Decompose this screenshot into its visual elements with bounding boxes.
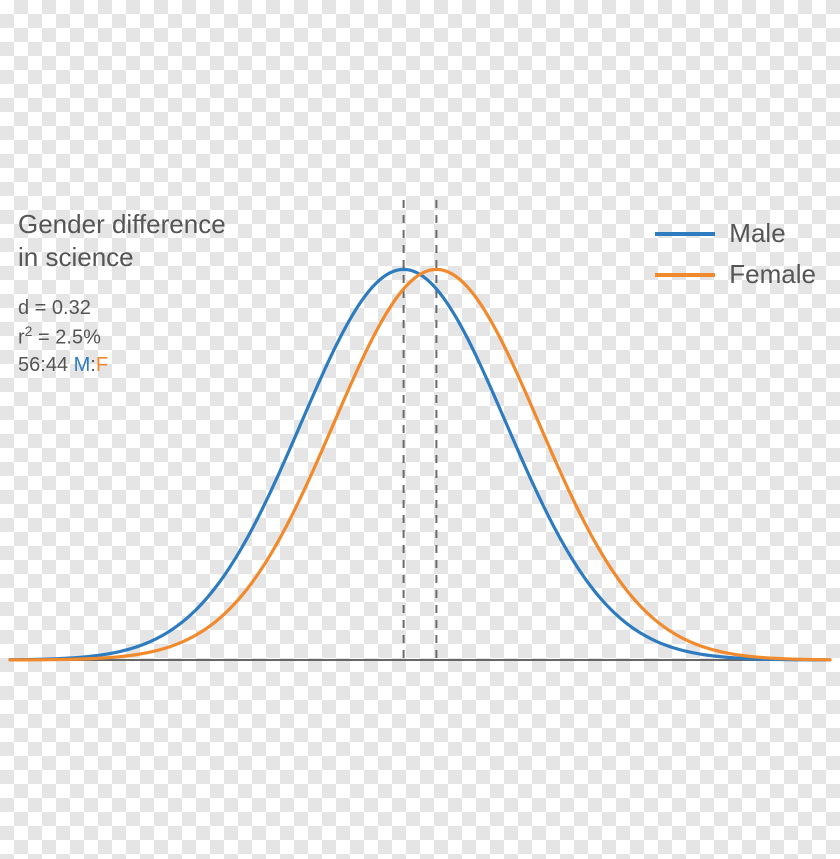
title-line-1: Gender difference [18,208,226,241]
title-line-2: in science [18,241,226,274]
distribution-chart [0,0,840,859]
legend-label-female: Female [729,259,816,290]
stats-block: d = 0.32 r2 = 2.5% 56:44 M:F [18,295,226,379]
stat-ratio: 56:44 M:F [18,352,226,379]
ratio-f-tag: F [96,354,108,376]
legend-swatch-male [655,232,715,236]
ratio-m-tag: M [74,354,91,376]
legend-item-female: Female [655,259,816,290]
title-block: Gender difference in science d = 0.32 r2… [18,208,226,379]
chart-svg [0,0,840,859]
legend-label-male: Male [729,218,785,249]
stat-d: d = 0.32 [18,295,226,322]
legend-swatch-female [655,273,715,277]
legend-item-male: Male [655,218,816,249]
stat-r2: r2 = 2.5% [18,322,226,352]
legend: Male Female [655,218,816,300]
